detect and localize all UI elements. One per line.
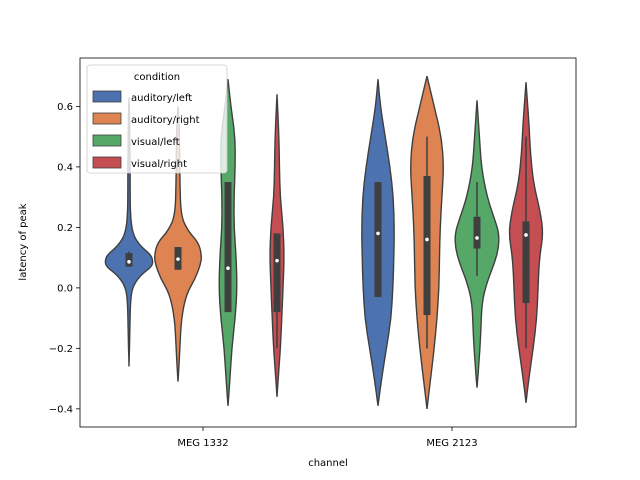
y-tick-label: −0.4	[49, 404, 73, 415]
legend-box	[86, 64, 228, 174]
x-tick-label: MEG 1332	[177, 438, 228, 449]
y-tick-label: 0.0	[57, 283, 73, 294]
legend: condition auditory/left auditory/right vis…	[86, 64, 228, 174]
x-axis: MEG 1332 MEG 2123	[177, 427, 478, 449]
legend-label: visual/left	[131, 137, 180, 148]
iqr-box	[473, 216, 481, 249]
median-point	[376, 231, 380, 236]
iqr-box	[273, 233, 281, 313]
median-point	[425, 237, 429, 242]
iqr-box	[374, 182, 382, 297]
iqr-box	[224, 182, 232, 313]
iqr-box	[125, 253, 133, 267]
median-point	[127, 260, 131, 264]
median-point	[524, 233, 528, 237]
legend-label: auditory/right	[131, 115, 200, 126]
plot-frame	[79, 57, 577, 428]
median-point	[226, 266, 230, 271]
y-tick-label: 0.4	[57, 162, 73, 173]
x-axis-label: channel	[308, 458, 348, 469]
median-point	[275, 258, 279, 263]
legend-label: visual/right	[131, 159, 187, 170]
median-point	[475, 236, 479, 240]
legend-swatch	[92, 90, 122, 103]
iqr-box	[522, 221, 530, 303]
legend-label: auditory/left	[131, 93, 192, 104]
x-tick-label: MEG 2123	[426, 438, 477, 449]
legend-swatch	[92, 156, 122, 169]
median-point	[176, 257, 180, 261]
legend-swatch	[92, 134, 122, 147]
legend-swatch	[92, 112, 122, 125]
iqr-box	[423, 175, 431, 316]
y-axis-label: latency of peak	[18, 203, 29, 280]
y-tick-label: 0.6	[57, 102, 73, 113]
y-axis: 0.6 0.4 0.2 0.0 −0.2 −0.4	[49, 102, 80, 415]
y-tick-label: 0.2	[57, 223, 73, 234]
legend-title: condition	[134, 72, 180, 83]
y-tick-label: −0.2	[49, 344, 73, 355]
